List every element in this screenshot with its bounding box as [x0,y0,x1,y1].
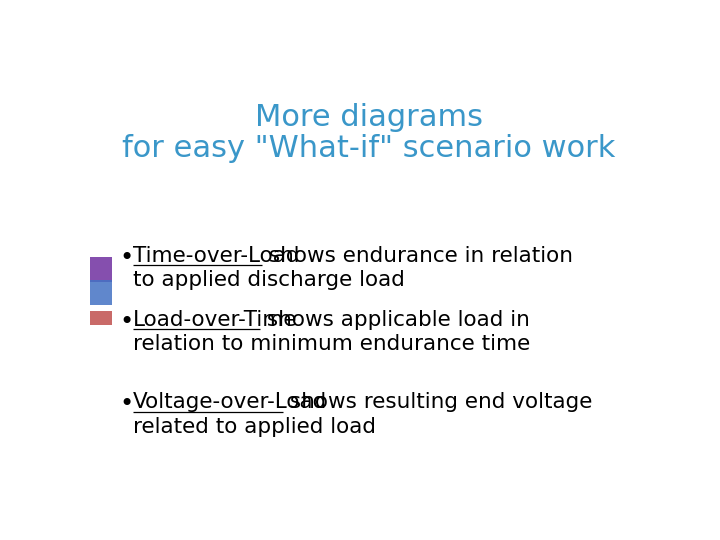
Text: Voltage-over-Load: Voltage-over-Load [132,392,327,412]
Text: relation to minimum endurance time: relation to minimum endurance time [132,334,530,354]
Bar [90,280,112,305]
Text: related to applied load: related to applied load [132,417,376,437]
Text: shows applicable load in: shows applicable load in [260,309,530,329]
Text: shows resulting end voltage: shows resulting end voltage [283,392,593,412]
Text: Time-over-Load: Time-over-Load [132,246,299,266]
Text: Load-over-Time: Load-over-Time [132,309,297,329]
Text: for easy "What-if" scenario work: for easy "What-if" scenario work [122,134,616,163]
Text: •: • [120,246,134,270]
Bar [90,311,112,325]
Text: to applied discharge load: to applied discharge load [132,271,405,291]
Text: shows endurance in relation: shows endurance in relation [261,246,572,266]
Text: •: • [120,309,134,334]
Bar [90,257,112,282]
Text: •: • [120,392,134,416]
Text: More diagrams: More diagrams [255,103,483,132]
